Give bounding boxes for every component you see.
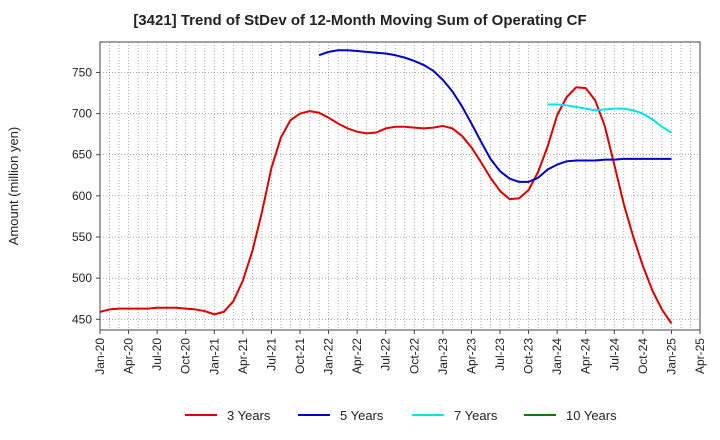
- legend-swatch: [298, 414, 330, 416]
- y-tick-label: 750: [72, 65, 92, 79]
- series-line-3-years: [99, 86, 673, 324]
- x-tick-label: Oct-24: [636, 338, 650, 374]
- x-tick-label: Oct-22: [407, 338, 421, 374]
- x-tick-label: Apr-20: [122, 338, 136, 374]
- x-tick-label: Oct-21: [293, 338, 307, 374]
- chart-title: [3421] Trend of StDev of 12-Month Moving…: [133, 12, 587, 29]
- x-tick-label: Jul-20: [150, 338, 164, 371]
- series-line-7-years: [547, 103, 672, 134]
- x-tick-label: Jul-23: [493, 338, 507, 371]
- y-axis-title: Amount (million yen): [6, 127, 21, 246]
- x-tick-label: Jan-20: [93, 338, 107, 375]
- legend-item: 7 Years: [412, 405, 497, 425]
- legend-swatch: [524, 414, 556, 416]
- x-tick-label: Oct-20: [179, 338, 193, 374]
- x-tick-label: Jul-24: [607, 338, 621, 371]
- plot-frame: [99, 41, 701, 331]
- grid: [99, 41, 701, 331]
- x-tick-label: Jan-22: [322, 338, 336, 375]
- axes: 450 500 550 600 650 700 750 Jan-20 Apr-20 Jul-20 O…: [72, 65, 707, 374]
- x-tick-label: Jan-24: [550, 338, 564, 375]
- legend-label: 3 Years: [227, 407, 271, 423]
- x-tick-label: Apr-24: [579, 338, 593, 374]
- y-tick-label: 550: [72, 230, 92, 244]
- x-tick-label: Jul-22: [379, 338, 393, 371]
- legend-item: 5 Years: [298, 405, 383, 425]
- x-tick-label: Apr-23: [464, 338, 478, 374]
- y-tick-label: 450: [72, 312, 92, 326]
- series-line-5-years: [318, 49, 672, 183]
- x-tick-label: Apr-25: [693, 338, 707, 374]
- x-tick-label: Apr-21: [236, 338, 250, 374]
- legend: 3 Years 5 Years 7 Years 10 Years: [0, 405, 720, 425]
- x-tick-label: Jan-21: [207, 338, 221, 375]
- legend-label: 5 Years: [340, 407, 384, 423]
- x-tick-label: Oct-23: [522, 338, 536, 374]
- y-tick-label: 700: [72, 107, 92, 121]
- legend-swatch: [185, 414, 217, 416]
- y-tick-label: 650: [72, 148, 92, 162]
- y-tick-label: 600: [72, 189, 92, 203]
- x-tick-label: Apr-22: [350, 338, 364, 374]
- x-tick-label: Jul-21: [264, 338, 278, 371]
- legend-swatch: [412, 414, 444, 416]
- y-tick-label: 500: [72, 271, 92, 285]
- x-tick-label: Jan-23: [436, 338, 450, 375]
- legend-item: 10 Years: [524, 405, 617, 425]
- legend-label: 7 Years: [454, 407, 498, 423]
- legend-label: 10 Years: [566, 407, 617, 423]
- series-layer: [99, 49, 673, 324]
- x-tick-label: Jan-25: [664, 338, 678, 375]
- legend-item: 3 Years: [185, 405, 270, 425]
